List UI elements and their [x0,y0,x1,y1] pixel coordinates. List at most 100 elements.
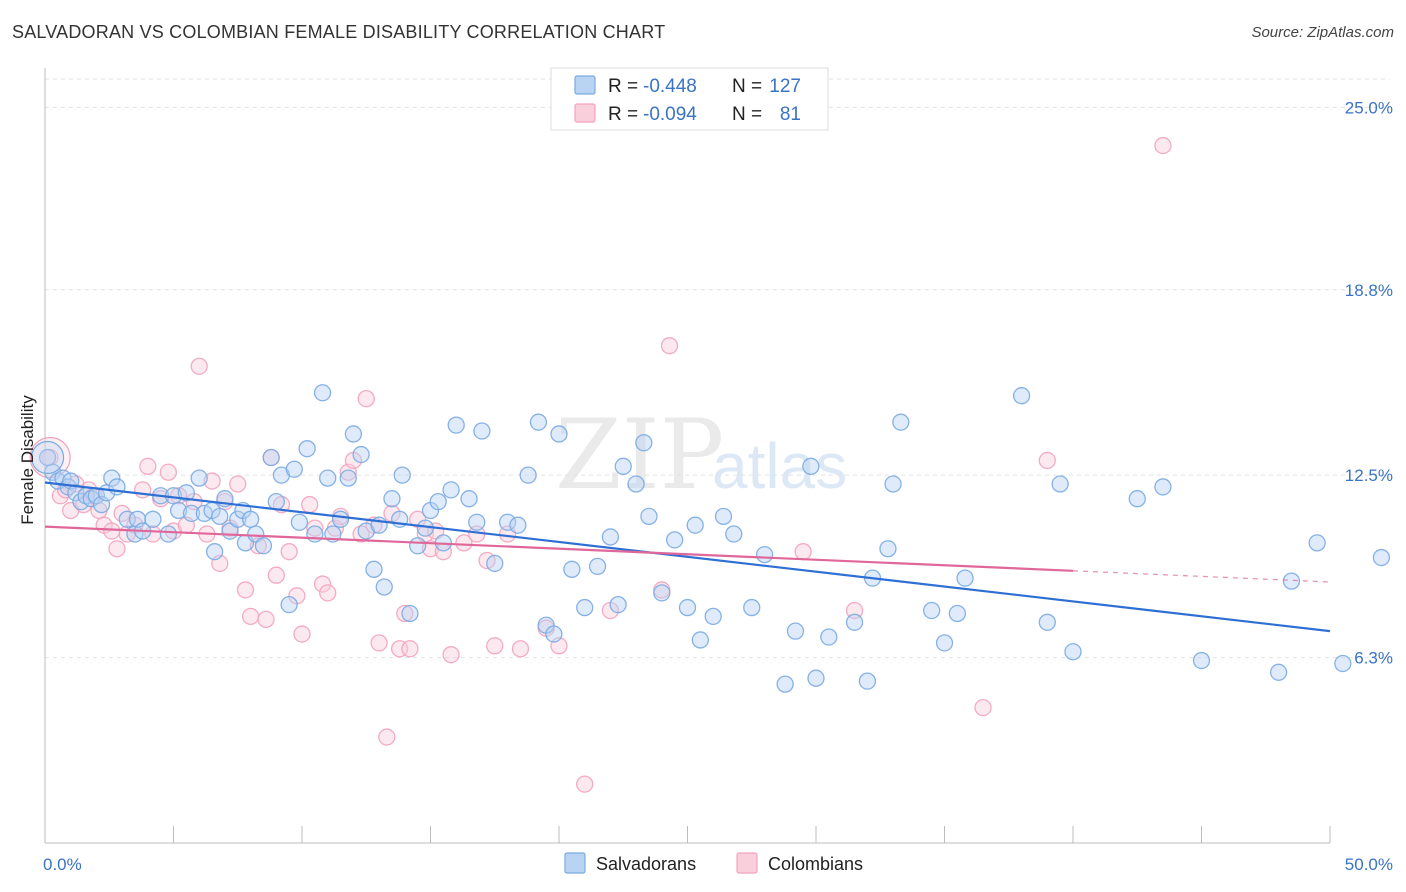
colombians-point-26 [203,472,221,490]
salvadorans-point-65 [429,492,447,511]
colombians-point-19 [159,463,178,481]
salvadorans-point-122 [1282,572,1301,590]
salvadorans-point-94 [704,607,722,626]
colombians-point-52 [370,634,388,652]
salvadorans-point-80 [563,560,581,578]
salvadorans-point-50 [331,510,350,528]
salvadorans-point-96 [725,525,743,543]
salvadorans-point-108 [884,475,902,493]
colombians-trend-extension [1072,570,1331,583]
series-legend: Salvadorans Colombians [564,852,863,874]
legend-r-value-colombians: -0.094 [643,104,697,125]
trend-lines [44,481,1331,633]
salvadorans-point-93 [691,631,709,649]
salvadorans-point-78 [545,625,563,643]
salvadorans-point-68 [447,416,465,434]
salvadorans-point-82 [588,557,607,576]
colombians-point-72 [576,775,594,793]
colombians-point-11 [108,540,126,558]
salvadorans-point-124 [1334,654,1352,673]
salvadorans-point-83 [601,528,620,546]
salvadorans-point-101 [802,457,820,475]
salvadorans-point-123 [1308,534,1326,552]
colombians-point-41 [301,495,319,514]
series-legend-swatch-colombians [736,852,758,874]
salvadorans-point-42 [280,595,298,614]
salvadorans-point-97 [743,598,761,617]
salvadorans-point-30 [211,507,229,526]
salvadorans-point-92 [686,516,704,534]
salvadorans-point-109 [892,413,910,431]
legend-r-label-salvadorans: R = [608,76,638,97]
colombians-point-44 [319,584,337,602]
colombians-point-10 [103,522,121,540]
colombians-point-40 [293,625,311,643]
salvadorans-point-57 [375,578,393,596]
salvadorans-point-84 [609,595,627,614]
salvadorans-point-113 [956,569,974,587]
salvadorans-point-112 [948,604,966,623]
salvadorans-point-21 [159,525,178,543]
salvadorans-point-114 [1012,387,1031,405]
colombians-point-57 [401,640,419,658]
salvadorans-point-91 [678,598,697,617]
salvadorans-point-99 [776,675,794,693]
legend-swatch-colombians [574,103,596,123]
salvadorans-point-90 [666,531,684,549]
colombians-point-78 [974,698,992,717]
colombians-point-76 [794,543,812,561]
salvadorans-point-61 [401,604,419,623]
colombians-point-63 [442,646,460,664]
salvadorans-point-98 [755,545,774,564]
watermark-zip: ZIP [555,399,724,511]
y-tick-label-0: 6.3% [1354,649,1393,668]
stats-legend: R = -0.448 N = 127 R = -0.094 N = 81 [550,67,829,131]
salvadorans-point-43 [285,460,303,478]
salvadorans-point-79 [550,425,568,443]
salvadorans-point-69 [460,490,478,508]
salvadorans-point-76 [529,413,548,431]
salvadorans-point-23 [169,501,188,520]
salvadorans-point-105 [858,672,877,690]
colombians-point-80 [1154,136,1172,155]
y-tick-label-3: 25.0% [1345,98,1393,117]
colombians-point-50 [357,389,375,408]
salvadorans-point-74 [509,516,527,534]
x-tick-label-max: 50.0% [1345,855,1393,874]
salvadorans-point-60 [393,466,411,484]
salvadorans-point-87 [635,434,653,452]
salvadorans-point-115 [1038,613,1056,631]
salvadorans-point-81 [576,598,594,617]
x-tick-label-min: 0.0% [43,855,82,874]
series-legend-swatch-salvadorans [564,852,586,874]
salvadorans-point-110 [923,601,941,620]
salvadorans-point-52 [344,425,363,443]
watermark: ZIP atlas [555,399,847,511]
salvadorans-point-24 [177,484,196,502]
y-tick-labels: 6.3% 12.5% 18.8% 25.0% [1345,98,1393,667]
salvadorans-point-6 [67,484,85,502]
legend-n-label-salvadorans: N = [732,76,762,97]
salvadorans-point-100 [786,622,805,640]
y-axis-title: Female Disability [18,395,37,525]
salvadorans-point-75 [519,466,537,484]
salvadorans-point-118 [1128,490,1146,508]
salvadorans-point-85 [614,457,632,475]
salvadorans-point-44 [290,513,309,531]
colombians-point-67 [486,637,504,655]
salvadorans-point-88 [640,507,658,526]
colombians-point-31 [236,581,255,599]
salvadorans-point-33 [229,510,247,528]
colombians-point-43 [313,575,332,593]
salvadorans-point-47 [313,384,332,402]
salvadorans-point-40 [267,492,285,511]
salvadorans-point-55 [365,560,383,578]
legend-swatch-salvadorans [574,75,596,95]
colombians-point-42 [306,519,324,537]
chart-title: SALVADORAN VS COLOMBIAN FEMALE DISABILIT… [12,22,666,42]
salvadorans-point-38 [254,537,273,555]
salvadorans-point-86 [627,475,645,493]
salvadorans-point-71 [473,422,491,440]
colombians-point-79 [1038,451,1056,470]
colombians-point-53 [378,728,396,746]
